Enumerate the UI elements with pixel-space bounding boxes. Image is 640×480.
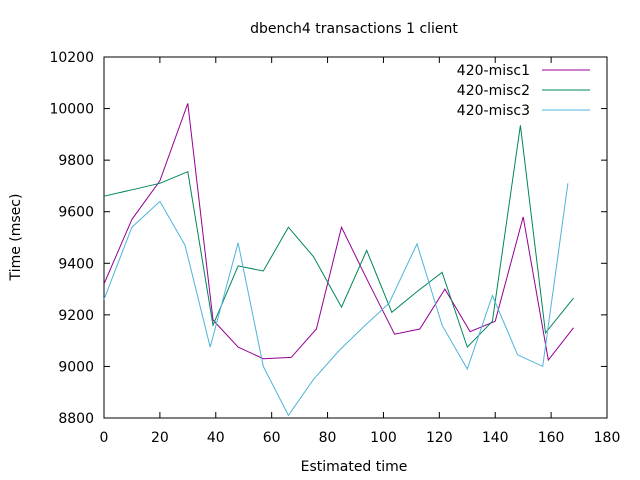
x-axis-title: Estimated time [301, 459, 408, 475]
y-tick-label: 10200 [49, 50, 94, 66]
y-tick-label: 9000 [58, 359, 94, 375]
x-tick-label: 180 [594, 430, 621, 446]
legend-label: 420-misc1 [457, 63, 530, 79]
y-tick-label: 10000 [49, 102, 94, 118]
y-tick-label: 9200 [58, 308, 94, 324]
x-tick-label: 40 [207, 430, 225, 446]
chart-title: dbench4 transactions 1 client [250, 21, 458, 37]
x-tick-label: 60 [263, 430, 281, 446]
axis-ticks: 0 20 40 60 80 100 120 140 160 180 8800 9000 9200 9400… [49, 50, 620, 446]
x-tick-label: 120 [426, 430, 453, 446]
x-tick-label: 0 [100, 430, 109, 446]
x-tick-label: 20 [151, 430, 169, 446]
x-tick-label: 160 [538, 430, 565, 446]
legend: 420-misc1 420-misc2 420-misc3 [457, 63, 590, 119]
x-tick-label: 140 [482, 430, 509, 446]
series-line-420-misc1 [103, 103, 574, 362]
plot-frame [103, 56, 608, 419]
series-line-420-misc2 [103, 125, 574, 349]
y-tick-label: 9800 [58, 153, 94, 169]
y-tick-label: 9400 [58, 256, 94, 272]
x-tick-label: 100 [370, 430, 397, 446]
series-line-420-misc3 [103, 183, 569, 417]
legend-label: 420-misc2 [457, 83, 530, 99]
legend-label: 420-misc3 [457, 103, 530, 119]
x-tick-label: 80 [319, 430, 337, 446]
series-lines [103, 103, 574, 417]
y-tick-label: 8800 [58, 411, 94, 427]
y-axis-title: Time (msec) [8, 194, 24, 282]
y-tick-label: 9600 [58, 205, 94, 221]
